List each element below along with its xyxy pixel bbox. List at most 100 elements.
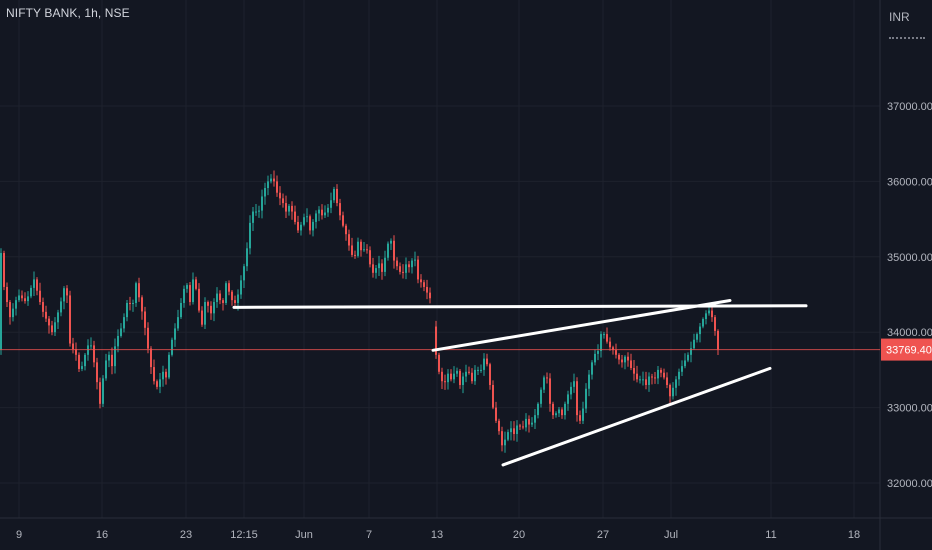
candle-body bbox=[531, 422, 533, 425]
price-axis[interactable]: 32000.00 33000.00 34000.00 35000.00 36000.00… bbox=[881, 101, 932, 490]
candle-body bbox=[651, 376, 653, 378]
candle-body bbox=[99, 382, 101, 404]
candle-body bbox=[273, 178, 275, 182]
candle-body bbox=[462, 376, 464, 385]
price-tick-label: 33000.00 bbox=[887, 403, 932, 415]
currency-dotted-line bbox=[889, 37, 925, 39]
candle-body bbox=[234, 300, 236, 303]
candle-body bbox=[30, 287, 32, 297]
candle-body bbox=[588, 374, 590, 389]
time-tick-label: 23 bbox=[180, 529, 192, 541]
candle-body bbox=[342, 215, 344, 226]
candle-body bbox=[123, 317, 125, 329]
candle-body bbox=[246, 248, 248, 267]
candle-body bbox=[630, 360, 632, 369]
time-tick-label: 20 bbox=[513, 529, 525, 541]
candle-body bbox=[498, 420, 500, 432]
candle-body bbox=[201, 310, 203, 325]
candle-body bbox=[27, 296, 29, 302]
candle-body bbox=[213, 302, 215, 314]
candle-body bbox=[639, 379, 641, 381]
candle-body bbox=[105, 360, 107, 379]
currency-label: INR bbox=[889, 10, 910, 24]
candle-body bbox=[129, 302, 131, 304]
candle-body bbox=[381, 263, 383, 272]
candle-body bbox=[162, 371, 164, 380]
candle-body bbox=[480, 369, 482, 371]
candle-body bbox=[12, 308, 14, 318]
candle-body bbox=[141, 297, 143, 312]
candle-body bbox=[93, 345, 95, 363]
candle-body bbox=[576, 381, 578, 416]
candle-body bbox=[24, 298, 26, 302]
candle-body bbox=[375, 268, 377, 273]
candle-body bbox=[708, 310, 710, 314]
candle-body bbox=[165, 371, 167, 378]
candle-body bbox=[321, 209, 323, 216]
candle-body bbox=[513, 428, 515, 434]
candle-body bbox=[384, 257, 386, 272]
time-tick-label: Jun bbox=[295, 529, 313, 541]
candle-body bbox=[39, 290, 41, 303]
candle-body bbox=[357, 241, 359, 256]
time-tick-label: Jul bbox=[664, 529, 678, 541]
candle-body bbox=[45, 311, 47, 319]
candle-body bbox=[627, 356, 629, 361]
candle-body bbox=[6, 286, 8, 303]
candle-body bbox=[645, 379, 647, 385]
candle-body bbox=[126, 302, 128, 318]
candle-body bbox=[285, 203, 287, 212]
candle-body bbox=[549, 378, 551, 404]
candle-body bbox=[225, 283, 227, 303]
candle-body bbox=[621, 359, 623, 363]
candle-body bbox=[483, 358, 485, 370]
trend-line-upper-channel[interactable] bbox=[431, 299, 732, 352]
trend-line-drawings[interactable] bbox=[232, 299, 808, 467]
candle-body bbox=[453, 373, 455, 380]
trend-line-lower-channel[interactable] bbox=[501, 366, 772, 467]
candle-body bbox=[516, 425, 518, 434]
candle-body bbox=[393, 240, 395, 261]
candle-body bbox=[666, 377, 668, 385]
candle-body bbox=[441, 371, 443, 382]
candle-body bbox=[171, 339, 173, 355]
candle-body bbox=[459, 370, 461, 385]
time-axis[interactable]: 9 16 23 12:15 Jun 7 13 20 27 Jul 11 18 bbox=[16, 529, 860, 541]
candle-body bbox=[675, 379, 677, 388]
candle-body bbox=[237, 294, 239, 303]
candle-body bbox=[318, 209, 320, 214]
candle-body bbox=[144, 311, 146, 328]
candle-body bbox=[258, 210, 260, 212]
candle-body bbox=[711, 310, 713, 318]
candle-body bbox=[312, 221, 314, 231]
candle-body bbox=[336, 188, 338, 204]
time-tick-label: 16 bbox=[96, 529, 108, 541]
candle-body bbox=[177, 317, 179, 329]
candle-body bbox=[87, 345, 89, 355]
candle-body bbox=[222, 300, 224, 303]
candle-body bbox=[408, 264, 410, 268]
candle-body bbox=[363, 249, 365, 251]
candle-body bbox=[702, 319, 704, 327]
trend-line-horizontal-resistance[interactable] bbox=[232, 304, 808, 309]
candlestick-series bbox=[0, 170, 719, 453]
candle-body bbox=[297, 221, 299, 231]
candle-body bbox=[486, 358, 488, 365]
candle-body bbox=[402, 271, 404, 273]
candle-body bbox=[471, 372, 473, 382]
candle-body bbox=[423, 282, 425, 287]
candle-body bbox=[327, 207, 329, 213]
candle-body bbox=[102, 378, 104, 404]
candle-body bbox=[360, 241, 362, 251]
candle-body bbox=[618, 354, 620, 360]
candle-body bbox=[36, 279, 38, 291]
candle-body bbox=[543, 377, 545, 390]
candle-body bbox=[333, 188, 335, 201]
candle-body bbox=[615, 350, 617, 355]
candle-body bbox=[687, 354, 689, 361]
candle-body bbox=[3, 253, 5, 287]
candle-body bbox=[450, 373, 452, 380]
candle-body bbox=[90, 345, 92, 347]
candle-body bbox=[582, 408, 584, 421]
